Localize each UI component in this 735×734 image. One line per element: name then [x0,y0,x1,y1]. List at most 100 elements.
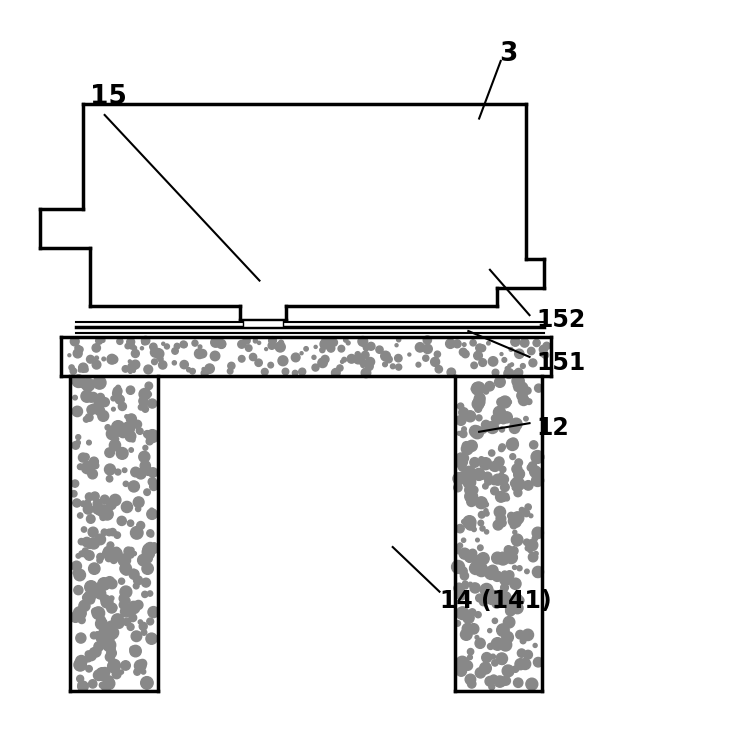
Circle shape [533,644,537,647]
Circle shape [478,473,484,479]
Circle shape [517,390,527,401]
Circle shape [147,618,154,625]
Circle shape [472,527,476,531]
Circle shape [105,425,110,430]
Circle shape [500,574,511,585]
Circle shape [508,364,512,368]
Circle shape [484,389,489,394]
Circle shape [298,368,306,375]
Circle shape [497,515,503,522]
Circle shape [539,345,548,354]
Circle shape [529,465,536,472]
Circle shape [507,400,512,404]
Circle shape [255,359,262,366]
Circle shape [257,341,261,344]
Circle shape [96,616,105,625]
Circle shape [123,422,135,434]
Circle shape [159,361,167,369]
Circle shape [268,363,273,368]
Circle shape [76,553,81,558]
Circle shape [320,347,325,352]
Circle shape [512,536,518,542]
Circle shape [312,364,319,371]
Circle shape [526,539,538,550]
Circle shape [495,377,505,388]
Circle shape [71,562,82,571]
Circle shape [512,478,520,486]
Circle shape [470,610,474,614]
Circle shape [89,393,98,401]
Circle shape [182,342,187,348]
Circle shape [488,628,492,633]
Circle shape [141,630,147,635]
Circle shape [456,525,465,533]
Bar [455,377,542,691]
Circle shape [195,349,204,359]
Circle shape [72,611,82,621]
Circle shape [91,647,101,657]
Circle shape [502,497,506,501]
Circle shape [107,500,116,509]
Circle shape [513,384,517,388]
Circle shape [514,368,523,377]
Circle shape [520,363,526,368]
Circle shape [76,655,87,667]
Circle shape [513,371,517,375]
Circle shape [506,606,515,616]
Circle shape [143,431,151,437]
Circle shape [121,606,132,617]
Circle shape [154,349,161,355]
Circle shape [275,342,285,352]
Circle shape [145,382,153,390]
Circle shape [107,428,118,440]
Circle shape [471,382,484,395]
Circle shape [75,345,81,351]
Circle shape [395,364,402,370]
Circle shape [106,626,118,639]
Circle shape [112,389,121,398]
Circle shape [146,392,151,397]
Circle shape [498,597,508,607]
Circle shape [87,393,96,402]
Circle shape [96,393,104,401]
Circle shape [470,426,481,437]
Circle shape [526,545,531,550]
Circle shape [478,545,483,550]
Circle shape [397,338,401,342]
Circle shape [123,618,131,625]
Circle shape [492,415,498,422]
Circle shape [479,399,484,404]
Circle shape [523,650,532,659]
Circle shape [129,448,133,452]
Circle shape [83,501,92,509]
Circle shape [138,404,144,410]
Circle shape [532,536,537,541]
Circle shape [201,370,208,377]
Circle shape [140,391,144,395]
Circle shape [507,549,514,556]
Circle shape [494,457,504,467]
Circle shape [82,378,95,391]
Circle shape [456,484,460,489]
Circle shape [471,584,478,590]
Circle shape [101,641,110,648]
Circle shape [142,592,148,597]
Circle shape [107,355,117,364]
Circle shape [165,344,169,349]
Circle shape [101,529,107,535]
Circle shape [98,581,107,590]
Circle shape [501,483,509,492]
Circle shape [322,337,331,345]
Circle shape [76,435,81,440]
Circle shape [125,344,130,349]
Circle shape [68,354,71,357]
Circle shape [492,552,503,564]
Circle shape [82,537,92,547]
Circle shape [119,594,129,603]
Circle shape [462,350,469,357]
Circle shape [79,551,85,556]
Circle shape [512,565,517,570]
Circle shape [78,681,88,691]
Circle shape [82,454,89,461]
Circle shape [454,583,464,593]
